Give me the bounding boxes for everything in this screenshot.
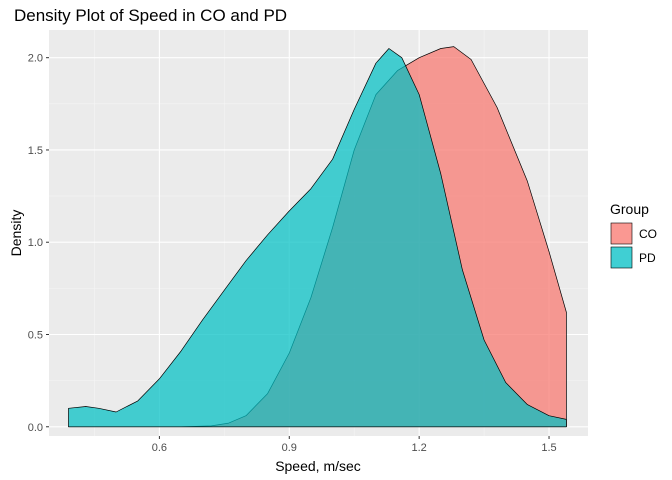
x-axis: 0.6 0.9 1.2 1.5 (152, 436, 557, 454)
x-tick-label: 0.9 (282, 442, 297, 454)
y-tick-label: 0.5 (28, 330, 43, 342)
x-tick-label: 0.6 (152, 442, 167, 454)
x-axis-title: Speed, m/sec (275, 458, 361, 474)
y-tick-label: 1.0 (28, 237, 43, 249)
y-tick-label: 1.5 (28, 145, 43, 157)
legend: Group CO PD (610, 201, 657, 269)
density-area-pd (68, 48, 567, 428)
legend-key-co (610, 222, 633, 245)
legend-label-co: CO (639, 227, 657, 241)
y-tick-label: 2.0 (28, 53, 43, 65)
chart-title: Density Plot of Speed in CO and PD (14, 6, 287, 25)
legend-key-pd (610, 246, 633, 269)
legend-label-pd: PD (639, 251, 656, 265)
density-areas (68, 46, 567, 428)
y-axis-title: Density (8, 210, 24, 257)
y-axis: 0.0 0.5 1.0 1.5 2.0 (28, 53, 49, 434)
legend-title: Group (610, 201, 649, 217)
x-tick-label: 1.2 (412, 442, 427, 454)
y-tick-label: 0.0 (28, 422, 43, 434)
x-tick-label: 1.5 (541, 442, 556, 454)
